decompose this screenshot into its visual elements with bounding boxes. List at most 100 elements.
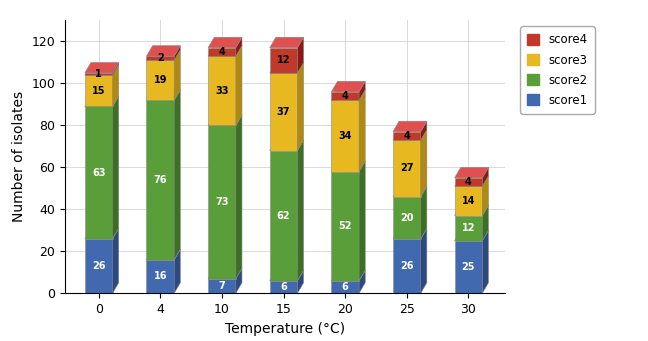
Polygon shape — [359, 161, 365, 281]
Polygon shape — [85, 62, 119, 73]
Polygon shape — [146, 90, 180, 100]
Polygon shape — [85, 106, 113, 239]
Polygon shape — [482, 205, 489, 241]
Polygon shape — [359, 270, 365, 293]
Text: 63: 63 — [92, 167, 106, 178]
Text: 25: 25 — [462, 262, 475, 272]
Polygon shape — [113, 96, 119, 239]
Text: 15: 15 — [92, 86, 106, 96]
Text: 6: 6 — [280, 282, 287, 292]
Text: 16: 16 — [154, 271, 167, 281]
Polygon shape — [85, 73, 113, 75]
Polygon shape — [208, 115, 242, 125]
Polygon shape — [331, 92, 359, 100]
Polygon shape — [455, 167, 489, 178]
Text: 20: 20 — [400, 213, 413, 223]
Polygon shape — [174, 90, 180, 260]
Polygon shape — [393, 228, 427, 239]
Polygon shape — [270, 48, 297, 73]
Polygon shape — [331, 161, 365, 172]
Polygon shape — [236, 46, 242, 125]
Y-axis label: Number of isolates: Number of isolates — [12, 91, 26, 222]
Polygon shape — [208, 125, 236, 279]
Polygon shape — [421, 121, 427, 140]
Text: 62: 62 — [277, 211, 290, 221]
Polygon shape — [270, 270, 304, 281]
Polygon shape — [331, 90, 365, 100]
Text: 4: 4 — [404, 131, 410, 141]
Polygon shape — [113, 228, 119, 293]
Polygon shape — [146, 60, 174, 100]
Polygon shape — [113, 64, 119, 106]
Polygon shape — [359, 90, 365, 172]
Polygon shape — [297, 140, 304, 281]
Polygon shape — [297, 270, 304, 293]
Text: 76: 76 — [154, 175, 167, 185]
Polygon shape — [270, 140, 304, 151]
Polygon shape — [236, 37, 242, 56]
Polygon shape — [331, 270, 365, 281]
Text: 12: 12 — [277, 55, 290, 65]
Polygon shape — [174, 50, 180, 100]
Polygon shape — [482, 167, 489, 186]
Text: 26: 26 — [92, 261, 106, 271]
Text: 34: 34 — [338, 131, 352, 141]
Polygon shape — [208, 37, 242, 48]
Text: 73: 73 — [215, 197, 229, 207]
Polygon shape — [421, 186, 427, 239]
Polygon shape — [393, 239, 421, 293]
Polygon shape — [174, 46, 180, 60]
Polygon shape — [146, 50, 180, 60]
Polygon shape — [421, 130, 427, 197]
Polygon shape — [270, 37, 304, 48]
Polygon shape — [393, 121, 427, 132]
Polygon shape — [85, 228, 119, 239]
Polygon shape — [146, 249, 180, 260]
Polygon shape — [85, 75, 113, 106]
Polygon shape — [482, 176, 489, 216]
Polygon shape — [393, 140, 421, 197]
Polygon shape — [85, 64, 119, 75]
Polygon shape — [331, 100, 359, 172]
Polygon shape — [208, 279, 236, 293]
Polygon shape — [208, 48, 236, 56]
Polygon shape — [146, 56, 174, 60]
Text: 7: 7 — [218, 281, 226, 291]
Polygon shape — [270, 73, 297, 151]
Polygon shape — [455, 230, 489, 241]
Polygon shape — [236, 268, 242, 293]
Polygon shape — [146, 46, 180, 56]
Polygon shape — [208, 56, 236, 125]
Text: 6: 6 — [342, 282, 349, 292]
Polygon shape — [208, 46, 242, 56]
Text: 14: 14 — [462, 196, 475, 206]
Polygon shape — [236, 115, 242, 279]
Polygon shape — [455, 216, 482, 241]
Polygon shape — [393, 186, 427, 197]
Polygon shape — [421, 228, 427, 293]
Text: 1: 1 — [95, 69, 102, 79]
Polygon shape — [482, 230, 489, 293]
Polygon shape — [455, 205, 489, 216]
Polygon shape — [85, 96, 119, 106]
Polygon shape — [270, 62, 304, 73]
Polygon shape — [359, 81, 365, 100]
Polygon shape — [146, 100, 174, 260]
Polygon shape — [331, 172, 359, 281]
Polygon shape — [297, 62, 304, 151]
Polygon shape — [208, 268, 242, 279]
Text: 19: 19 — [154, 75, 167, 85]
Polygon shape — [297, 37, 304, 73]
Polygon shape — [146, 260, 174, 293]
Polygon shape — [85, 239, 113, 293]
Text: 4: 4 — [342, 91, 349, 101]
Text: 26: 26 — [400, 261, 413, 271]
Text: 4: 4 — [465, 177, 472, 187]
Text: 12: 12 — [462, 223, 475, 233]
Polygon shape — [393, 130, 427, 140]
Legend: score4, score3, score2, score1: score4, score3, score2, score1 — [520, 26, 595, 114]
X-axis label: Temperature (°C): Temperature (°C) — [225, 322, 345, 336]
Polygon shape — [174, 249, 180, 293]
Polygon shape — [270, 281, 297, 293]
Polygon shape — [331, 281, 359, 293]
